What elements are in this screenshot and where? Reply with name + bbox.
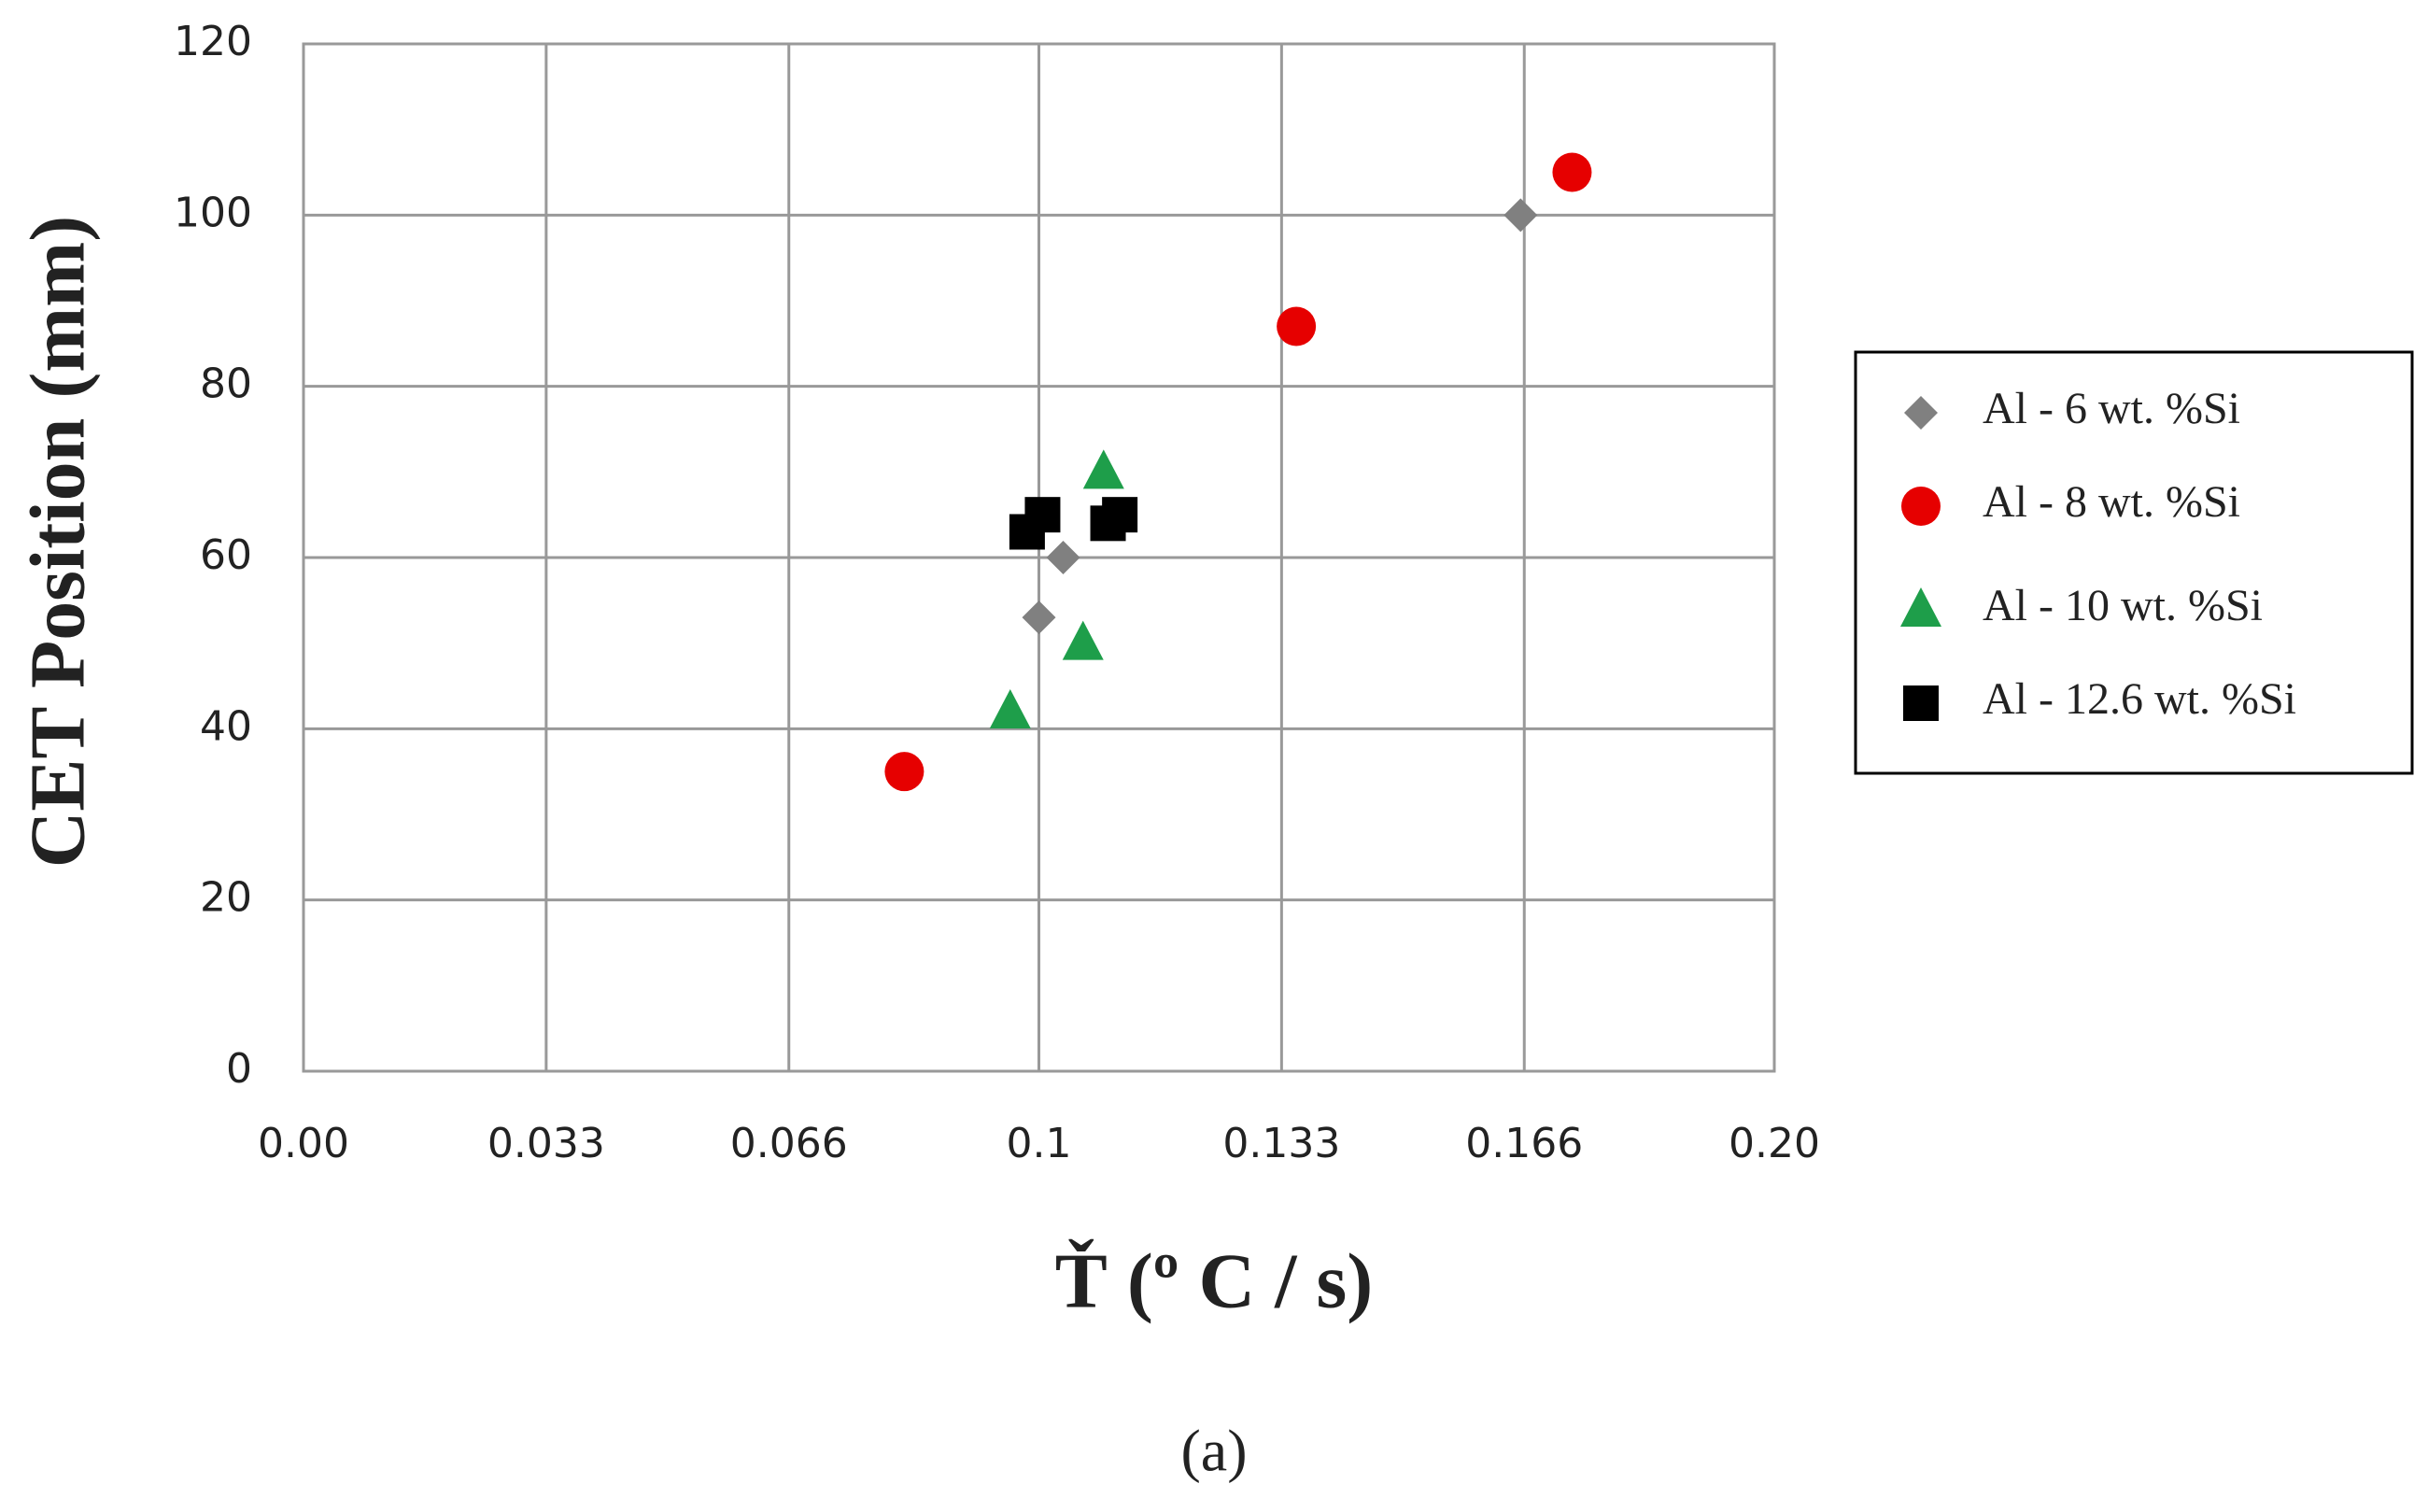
legend-label: Al - 6 wt. %Si	[1983, 384, 2240, 433]
y-tick-label: 0	[226, 1045, 252, 1093]
marker	[989, 689, 1031, 728]
caption: (a)	[1180, 1418, 1247, 1484]
y-tick-label: 120	[174, 18, 252, 65]
plot-border	[302, 42, 1776, 1073]
marker	[884, 752, 925, 792]
marker	[1046, 541, 1080, 574]
marker	[1024, 497, 1061, 533]
marker	[1082, 449, 1124, 489]
x-tick-label: 0.00	[258, 1120, 349, 1167]
x-tick-label: 0.066	[730, 1120, 848, 1167]
marker	[1022, 601, 1056, 635]
y-tick-label: 80	[200, 360, 252, 408]
x-tick-label: 0.133	[1222, 1120, 1340, 1167]
legend-label: Al - 10 wt. %Si	[1983, 581, 2263, 630]
legend-label: Al - 8 wt. %Si	[1983, 477, 2240, 527]
legend-box	[1854, 350, 2414, 775]
marker	[1277, 306, 1317, 346]
legend-marker	[1900, 587, 1941, 627]
marker	[1552, 152, 1592, 192]
x-tick-label: 0.033	[487, 1120, 605, 1167]
y-axis-label: CET Position (mm)	[14, 216, 101, 868]
y-tick-label: 60	[200, 531, 252, 579]
x-tick-label: 0.166	[1465, 1120, 1583, 1167]
x-axis-label: Ť (º C / s)	[1055, 1236, 1373, 1324]
x-tick-label: 0.1	[1007, 1120, 1072, 1167]
marker	[1102, 497, 1138, 533]
y-tick-label: 100	[174, 189, 252, 236]
legend-marker	[1901, 487, 1941, 526]
legend-marker	[1904, 396, 1938, 430]
marker	[1503, 198, 1538, 233]
y-tick-label: 40	[200, 702, 252, 750]
legend-label: Al - 12.6 wt. %Si	[1983, 674, 2296, 724]
x-tick-label: 0.20	[1729, 1120, 1820, 1167]
legend-marker	[1903, 685, 1939, 721]
marker	[1062, 620, 1104, 660]
y-tick-label: 20	[200, 874, 252, 922]
